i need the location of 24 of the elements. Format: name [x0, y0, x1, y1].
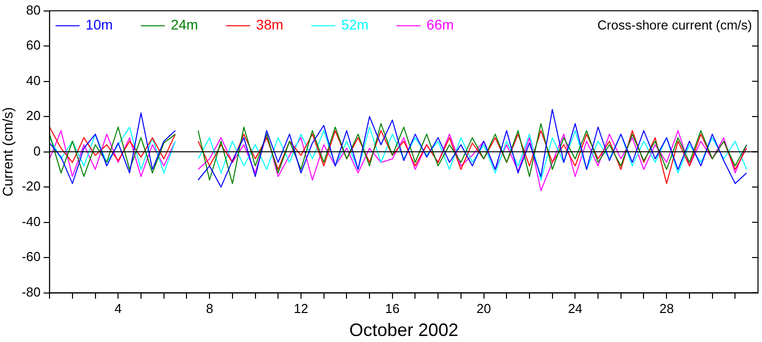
y-tick-label: 20 [26, 108, 41, 124]
y-tick-label: 80 [26, 2, 41, 18]
y-tick-label: 0 [33, 143, 41, 158]
legend-label: 66m [426, 16, 454, 33]
y-tick-label: 40 [26, 72, 41, 88]
x-tick-label: 4 [114, 301, 122, 316]
x-tick-label: 28 [659, 301, 674, 316]
y-tick-label: -40 [22, 214, 41, 229]
legend-label: 24m [170, 16, 198, 33]
legend-label: 10m [86, 16, 113, 33]
x-tick-label: 24 [568, 301, 582, 316]
x-tick-label: 8 [206, 301, 214, 316]
y-tick-label: -80 [22, 284, 41, 300]
legend-label: 38m [256, 16, 284, 33]
x-tick-label: 20 [476, 301, 492, 316]
annotation: Cross-shore current (cm/s) [597, 17, 752, 32]
y-tick-label: -20 [22, 178, 41, 194]
y-tick-label: 60 [26, 38, 41, 53]
y-axis-title: Current (cm/s) [0, 107, 16, 197]
legend-label: 52m [341, 16, 369, 33]
x-axis-title: October 2002 [349, 320, 458, 340]
x-tick-label: 12 [294, 301, 308, 316]
x-tick-label: 16 [385, 301, 400, 316]
y-tick-label: -60 [22, 249, 41, 264]
